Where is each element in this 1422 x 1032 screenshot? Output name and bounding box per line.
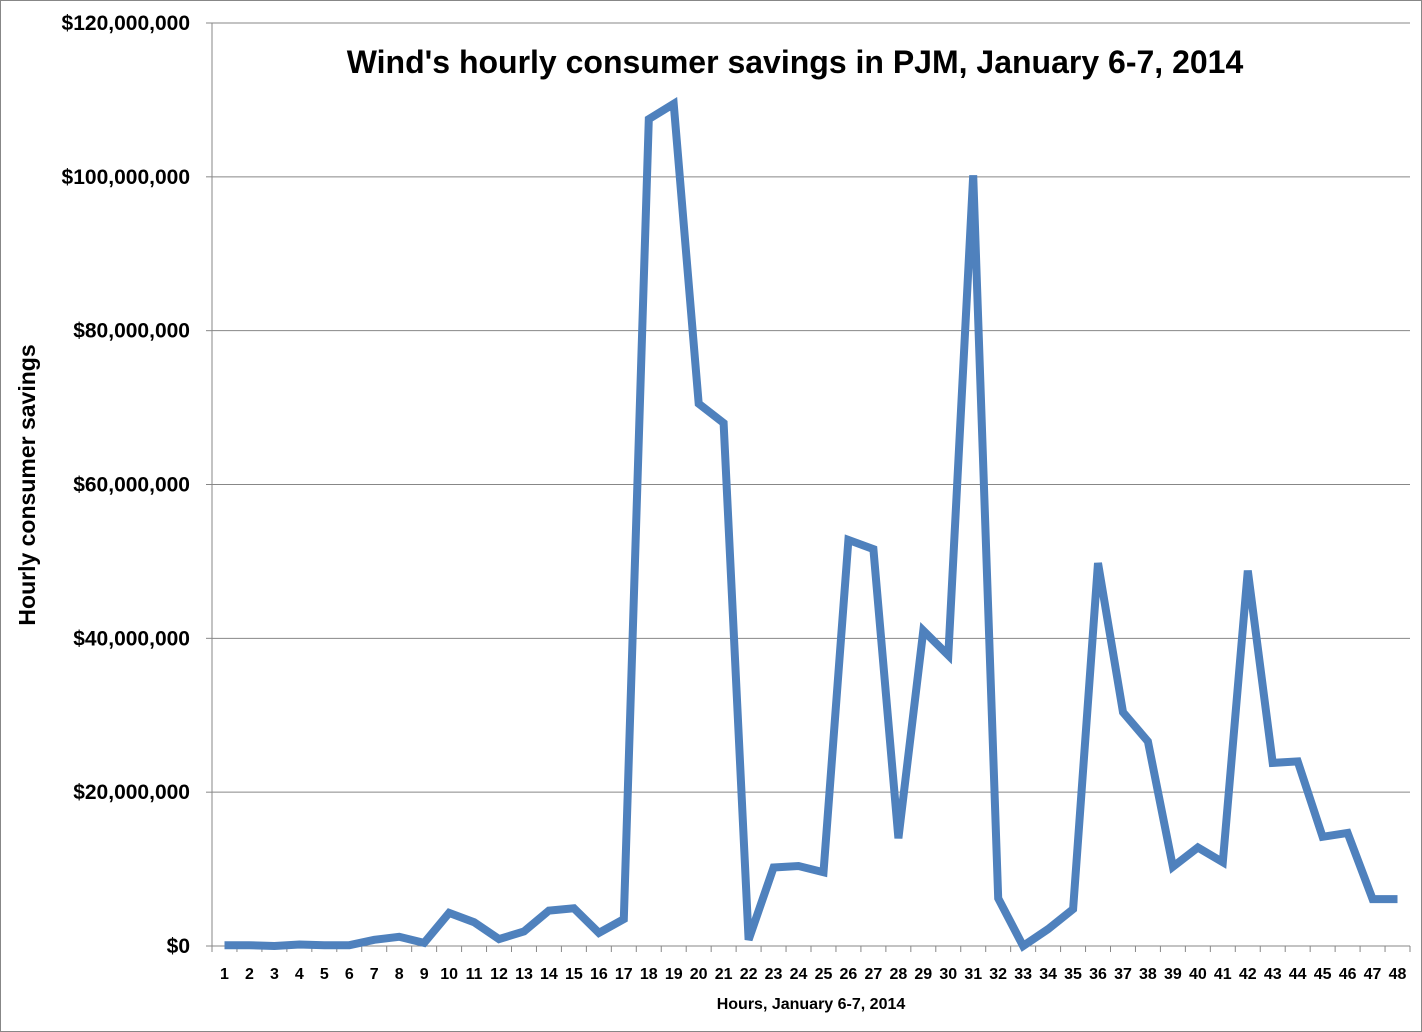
y-tick-label: $40,000,000 [73,627,190,650]
y-tick-label: $120,000,000 [62,12,190,35]
x-tick-label: 48 [1389,966,1407,983]
x-tick-label: 34 [1039,966,1057,983]
x-tick-label: 22 [740,966,758,983]
y-tick-label: $60,000,000 [73,474,190,497]
x-tick-label: 44 [1289,966,1307,983]
x-tick-label: 12 [490,966,508,983]
x-tick-label: 39 [1164,966,1182,983]
y-axis-ticks: $0 $20,000,000 $40,000,000 $60,000,000 $80,0… [62,12,212,958]
chart-title: Wind's hourly consumer savings in PJM, J… [347,44,1244,80]
x-tick-label: 40 [1189,966,1207,983]
x-tick-label: 13 [515,966,533,983]
x-tick-label: 2 [245,966,254,983]
x-tick-label: 18 [640,966,658,983]
x-tick-label: 30 [939,966,957,983]
x-tick-label: 42 [1239,966,1257,983]
x-tick-label: 37 [1114,966,1132,983]
y-tick-label: $80,000,000 [73,320,190,343]
x-tick-label: 33 [1014,966,1032,983]
gridlines [212,22,1410,793]
x-tick-label: 5 [320,966,329,983]
x-tick-label: 36 [1089,966,1107,983]
x-tick-label: 24 [790,966,808,983]
x-tick-label: 19 [665,966,683,983]
x-tick-label: 14 [540,966,558,983]
x-tick-label: 10 [440,966,458,983]
y-tick-label: $100,000,000 [62,166,190,189]
x-tick-label: 38 [1139,966,1157,983]
x-tick-label: 46 [1339,966,1357,983]
x-tick-label: 7 [370,966,379,983]
x-tick-label: 17 [615,966,633,983]
x-tick-label: 3 [270,966,279,983]
y-axis-label: Hourly consumer savings [14,344,40,625]
series-line [224,96,1398,952]
x-tick-label: 16 [590,966,608,983]
x-tick-label: 28 [889,966,907,983]
x-tick-label: 45 [1314,966,1332,983]
x-tick-label: 15 [565,966,583,983]
x-tick-label: 29 [914,966,932,983]
x-tick-label: 43 [1264,966,1282,983]
x-tick-label: 47 [1364,966,1382,983]
x-tick-label: 32 [989,966,1007,983]
x-axis-label: Hours, January 6-7, 2014 [717,996,906,1013]
x-tick-label: 20 [690,966,708,983]
x-tick-label: 31 [964,966,982,983]
x-tick-label: 6 [345,966,354,983]
x-tick-label: 26 [840,966,858,983]
x-tick-label: 8 [395,966,404,983]
x-tick-label: 35 [1064,966,1082,983]
x-tick-label: 11 [466,966,483,983]
x-tick-label: 25 [815,966,833,983]
y-tick-label: $20,000,000 [73,781,190,804]
x-tick-label: 23 [765,966,783,983]
x-tick-label: 41 [1214,966,1232,983]
x-tick-label: 9 [420,966,429,983]
x-tick-label: 4 [295,966,304,983]
x-tick-label: 21 [715,966,733,983]
x-axis-ticks: 1 2 3 4 5 6 7 8 9 10 11 12 13 14 15 16 17 18 19 20 21 22 23 24 2… [211,946,1411,983]
y-tick-label: $0 [167,935,190,958]
x-tick-label: 1 [220,966,229,983]
x-tick-label: 27 [864,966,882,983]
